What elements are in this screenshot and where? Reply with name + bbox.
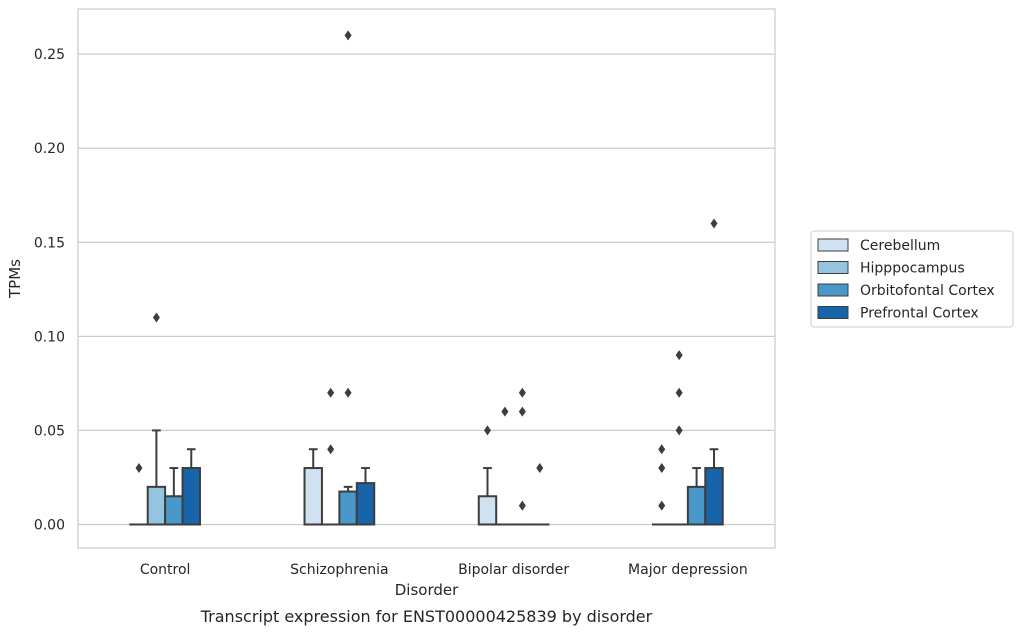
legend-frame	[810, 230, 1014, 328]
x-tick-label: Control	[140, 562, 191, 578]
box	[338, 490, 358, 526]
outlier-point	[483, 425, 491, 436]
outlier-point	[152, 312, 160, 323]
y-tick-label: 0.05	[34, 423, 65, 439]
outlier-point	[344, 30, 352, 41]
outlier-point	[518, 406, 526, 417]
legend-item: Cerebellum	[817, 238, 940, 254]
outlier-point	[675, 350, 683, 361]
box-hipppocampus	[320, 387, 341, 526]
outlier-point	[344, 387, 352, 398]
box	[686, 485, 707, 526]
box	[181, 467, 201, 526]
outlier-point	[327, 387, 335, 398]
legend-swatch	[817, 283, 849, 297]
box-prefrontal-cortex	[530, 463, 550, 526]
legend-item: Prefrontal Cortex	[817, 306, 979, 322]
outlier-point	[536, 463, 544, 474]
box	[355, 482, 376, 526]
outlier-point	[135, 463, 143, 474]
legend-item: Orbitofontal Cortex	[817, 283, 995, 299]
y-tick-label: 0.00	[34, 517, 65, 533]
legend-label: Orbitofontal Cortex	[860, 283, 995, 299]
legend-swatch	[817, 238, 849, 252]
box-hipppocampus	[146, 312, 167, 526]
y-tick-label: 0.15	[34, 235, 65, 251]
outlier-point	[518, 500, 526, 511]
legend: Cerebellum Hipppocampus Orbitofontal Corte…	[810, 230, 1014, 328]
box-orbitofontal-cortex	[686, 467, 707, 526]
legend-label: Cerebellum	[860, 238, 940, 254]
x-tick-label: Bipolar disorder	[458, 562, 569, 578]
box-orbitofontal-cortex	[338, 30, 358, 526]
legend-swatch	[817, 306, 849, 319]
x-axis-ticks: Control Schizophrenia Bipolar disorder Majo…	[140, 562, 748, 578]
outlier-point	[675, 425, 683, 436]
outlier-point	[675, 387, 683, 398]
box	[303, 467, 323, 526]
y-tick-label: 0.20	[34, 141, 65, 157]
y-axis-label: TPMs	[6, 259, 24, 299]
box-cerebellum	[129, 463, 149, 526]
grid-lines	[78, 53, 775, 526]
box-cerebellum	[477, 425, 498, 526]
y-tick-label: 0.25	[34, 47, 65, 63]
outlier-point	[710, 218, 718, 229]
box-prefrontal-cortex	[704, 218, 724, 526]
legend-swatch	[817, 261, 849, 274]
x-tick-label: Schizophrenia	[290, 562, 388, 578]
x-axis-label: Disorder	[395, 581, 459, 599]
y-axis-ticks: 0.00 0.05 0.10 0.15 0.20 0.25	[34, 47, 65, 533]
box-orbitofontal-cortex	[512, 387, 533, 526]
outlier-point	[658, 500, 666, 511]
box-hipppocampus	[495, 406, 515, 526]
outlier-point	[658, 444, 666, 455]
box-cerebellum	[303, 448, 323, 526]
y-tick-label: 0.10	[34, 329, 65, 345]
box-orbitofontal-cortex	[164, 467, 184, 526]
box	[164, 495, 184, 526]
legend-label: Prefrontal Cortex	[860, 306, 979, 322]
box	[704, 467, 724, 526]
x-tick-label: Major depression	[628, 562, 748, 578]
box	[477, 495, 498, 526]
outlier-point	[501, 406, 509, 417]
outlier-point	[518, 387, 526, 398]
box-cerebellum	[652, 444, 672, 526]
outlier-point	[658, 463, 666, 474]
box-prefrontal-cortex	[181, 448, 201, 526]
plot-frame	[77, 8, 776, 549]
box-prefrontal-cortex	[355, 467, 376, 526]
chart-caption: Transcript expression for ENST0000042583…	[200, 607, 653, 626]
box	[146, 485, 167, 526]
box-hipppocampus	[669, 350, 689, 526]
box-plots	[129, 30, 724, 526]
legend-label: Hipppocampus	[860, 261, 965, 277]
legend-item: Hipppocampus	[817, 261, 965, 277]
outlier-point	[327, 444, 335, 455]
